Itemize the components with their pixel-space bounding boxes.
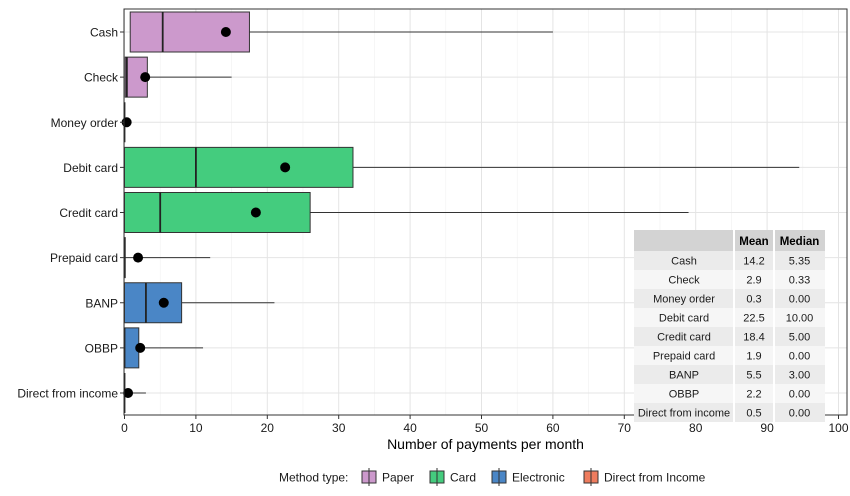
table-cell: 0.00: [789, 294, 810, 306]
table-cell: 14.2: [743, 256, 764, 268]
x-tick-label: 90: [760, 421, 774, 435]
x-tick-label: 10: [189, 421, 203, 435]
table-cell: Cash: [671, 256, 697, 268]
table-cell: Check: [668, 275, 700, 287]
y-tick-label: OBBP: [85, 341, 118, 355]
legend-label: Electronic: [512, 471, 565, 485]
x-tick-label: 40: [403, 421, 417, 435]
y-axis: Cash Check Money order Debit card Credit car…: [17, 26, 124, 401]
table-cell: 3.00: [789, 370, 810, 382]
table-cell: Credit card: [657, 332, 711, 344]
mean-point: [280, 162, 291, 173]
box-cash: [129, 11, 553, 53]
table-row-bg: [634, 289, 825, 308]
table-row-bg: [634, 251, 825, 270]
table-header-bg: [634, 230, 825, 251]
table-header-cell: Mean: [739, 236, 768, 248]
table-row-bg: [634, 365, 825, 384]
box-iqr: [129, 11, 250, 53]
legend-label: Card: [450, 471, 476, 485]
table-cell: 22.5: [743, 313, 764, 325]
table-cell: Debit card: [659, 313, 709, 325]
mean-point: [135, 342, 146, 353]
table-cell: 5.00: [789, 332, 810, 344]
x-tick-label: 50: [475, 421, 489, 435]
table-row-bg: [634, 384, 825, 403]
x-tick-label: 0: [121, 421, 128, 435]
x-tick-label: 20: [261, 421, 275, 435]
legend-key-card: [429, 468, 445, 486]
x-tick-label: 100: [828, 421, 848, 435]
table-cell: 0.00: [789, 389, 810, 401]
table-row-bg: [634, 327, 825, 346]
y-tick-label: Prepaid card: [50, 251, 118, 265]
mean-point: [250, 207, 261, 218]
y-tick-label: BANP: [85, 296, 118, 310]
table-header-cell: Median: [780, 236, 820, 248]
x-tick-label: 30: [332, 421, 346, 435]
x-axis: 0 10 20 30 40 50 60 70 80 90 100: [121, 415, 849, 435]
mean-point: [140, 72, 151, 83]
table-cell: 2.2: [746, 389, 761, 401]
table-cell: 2.9: [746, 275, 761, 287]
box-debit-card: [124, 146, 800, 188]
mean-point: [123, 388, 134, 398]
table-cell: BANP: [669, 370, 699, 382]
y-tick-label: Money order: [51, 116, 118, 130]
mean-point: [158, 297, 169, 308]
x-tick-label: 60: [546, 421, 560, 435]
summary-table: Mean Median Cash 14.2 5.35 Check 2.9 0.33 Money …: [634, 230, 825, 422]
y-tick-label: Direct from income: [17, 387, 118, 401]
table-row-bg: [634, 270, 825, 289]
table-cell: 0.00: [789, 408, 810, 420]
x-tick-label: 70: [618, 421, 632, 435]
table-row-bg: [634, 308, 825, 327]
y-tick-label: Credit card: [59, 206, 118, 220]
table-cell: 1.9: [746, 351, 761, 363]
table-cell: 18.4: [743, 332, 764, 344]
box-iqr: [124, 192, 311, 233]
box-iqr: [124, 282, 183, 324]
y-tick-label: Check: [84, 71, 119, 85]
table-cell: Direct from income: [638, 408, 730, 420]
legend-label: Direct from Income: [604, 471, 706, 485]
box-series: [121, 11, 800, 413]
table-cell: 0.33: [789, 275, 810, 287]
table-cell: 10.00: [786, 313, 814, 325]
mean-point: [133, 252, 144, 263]
mean-point: [220, 27, 231, 37]
table-cell: 5.5: [746, 370, 761, 382]
box-check: [124, 56, 232, 98]
legend-key-paper: [361, 468, 377, 486]
box-banp: [124, 282, 275, 324]
y-tick-label: Cash: [90, 26, 118, 40]
table-cell: Money order: [653, 294, 715, 306]
table-row-bg: [634, 403, 825, 422]
legend: Method type: Paper Card Electronic Direct fr…: [279, 468, 706, 486]
legend-key-electronic: [491, 468, 507, 486]
table-cell: 0.00: [789, 351, 810, 363]
x-axis-title: Number of payments per month: [387, 436, 584, 452]
y-tick-label: Debit card: [63, 161, 118, 175]
table-cell: 0.3: [746, 294, 761, 306]
table-cell: Prepaid card: [653, 351, 715, 363]
table-cell: OBBP: [669, 389, 700, 401]
legend-label: Paper: [382, 471, 414, 485]
box-credit-card: [124, 192, 689, 233]
table-cell: 0.5: [746, 408, 761, 420]
table-cell: 5.35: [789, 256, 810, 268]
box-iqr: [124, 146, 354, 188]
legend-key-direct-from-income: [583, 468, 599, 486]
legend-title: Method type:: [279, 471, 348, 485]
table-row-bg: [634, 346, 825, 365]
x-tick-label: 80: [689, 421, 703, 435]
